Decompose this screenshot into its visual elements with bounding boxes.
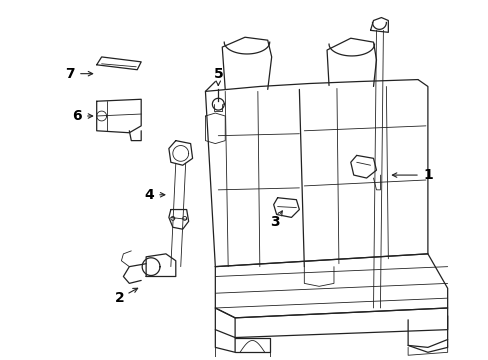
Text: 4: 4 — [144, 188, 154, 202]
Text: 2: 2 — [114, 291, 124, 305]
Text: 6: 6 — [72, 109, 81, 123]
Text: 7: 7 — [65, 67, 75, 81]
Text: 3: 3 — [269, 215, 279, 229]
Text: 1: 1 — [422, 168, 432, 182]
Text: 5: 5 — [213, 67, 223, 81]
